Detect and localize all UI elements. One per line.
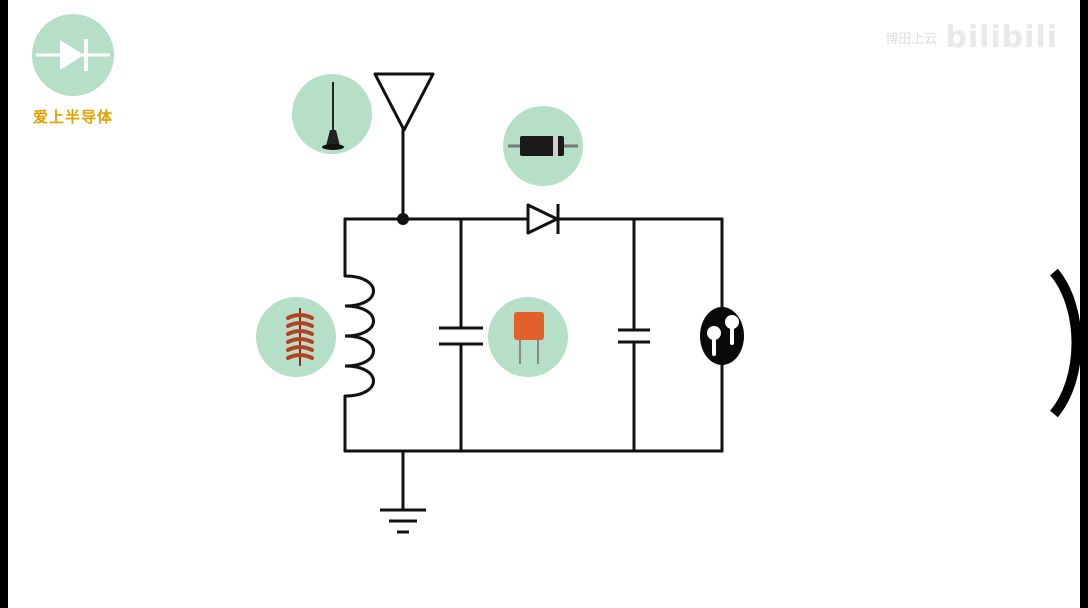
antenna-symbol — [373, 72, 435, 132]
watermark-site: bilibili — [945, 19, 1058, 55]
diode-photo-icon — [503, 106, 583, 186]
coil-photo-icon — [256, 297, 336, 377]
diode-symbol — [526, 203, 560, 235]
logo-badge — [32, 14, 114, 96]
channel-name: 爱上半导体 — [32, 108, 113, 126]
video-frame: 爱上半导体 博田上云 bilibili — [8, 0, 1080, 608]
partial-bracket-shape — [1050, 268, 1080, 418]
tuning-capacitor-symbol — [439, 326, 483, 346]
antenna-photo-icon — [292, 74, 372, 154]
watermark-author: 博田上云 — [885, 31, 938, 47]
junction-dot — [397, 213, 409, 225]
filter-capacitor-symbol — [618, 328, 650, 344]
circuit-diagram — [256, 72, 744, 534]
diode-icon — [36, 39, 110, 71]
bilibili-watermark: 博田上云 bilibili — [885, 19, 1058, 55]
capacitor-photo-icon — [488, 297, 568, 377]
ground-symbol — [380, 508, 426, 534]
channel-logo: 爱上半导体 — [22, 14, 124, 126]
circuit-wires — [343, 126, 724, 512]
earphones-icon — [700, 307, 744, 365]
inductor-coil — [344, 274, 375, 398]
